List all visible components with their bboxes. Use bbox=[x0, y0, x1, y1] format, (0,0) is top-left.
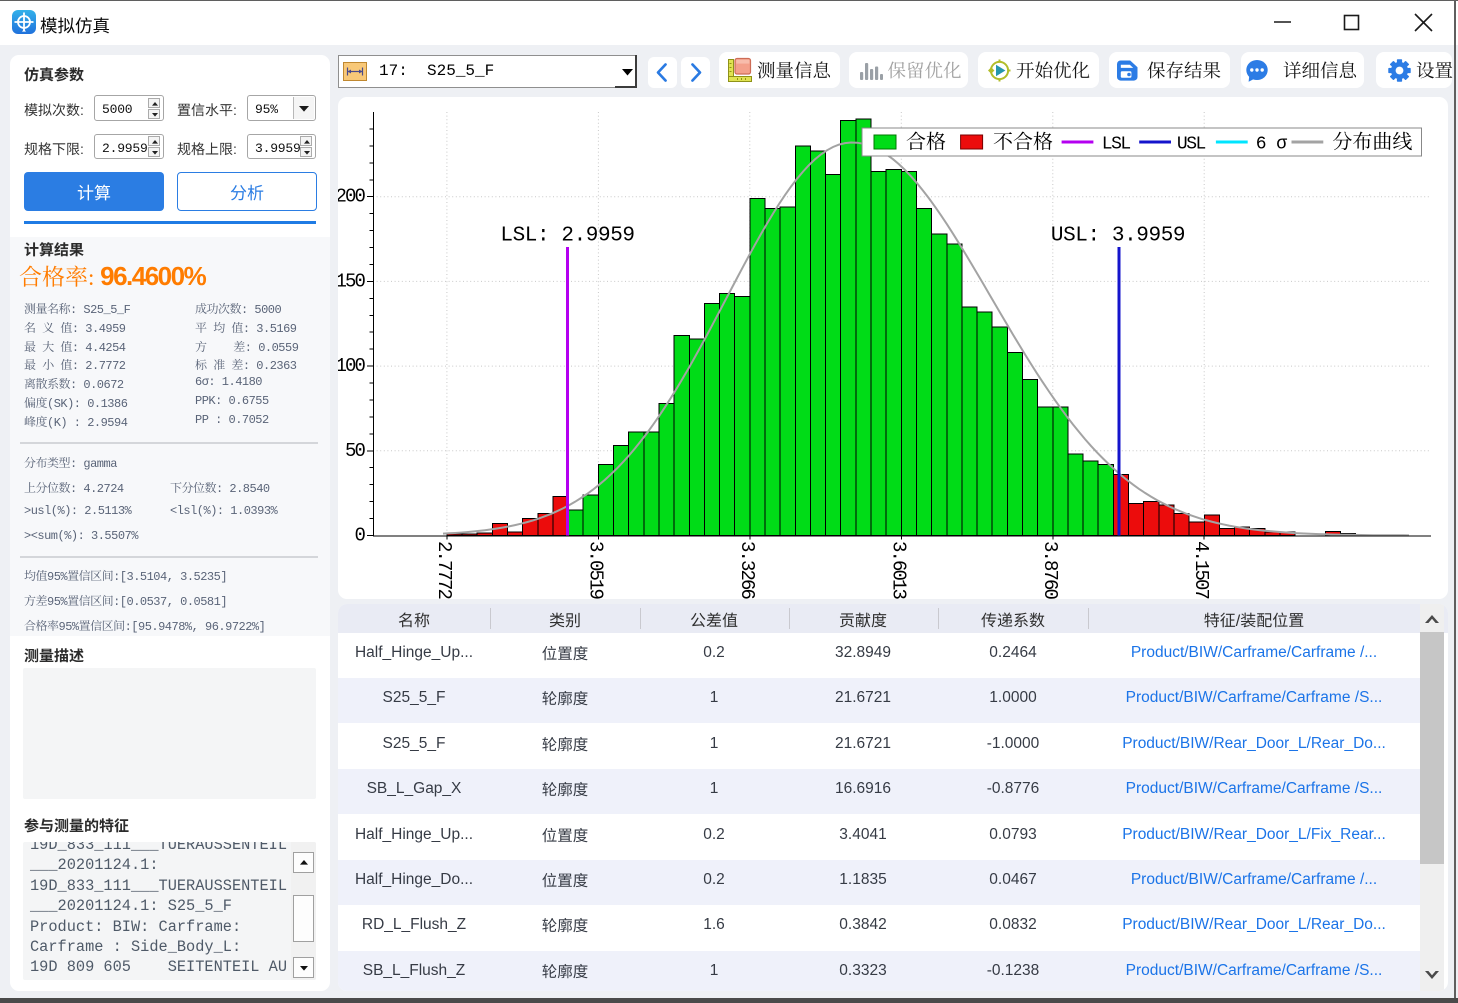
svg-text:LSL: LSL bbox=[1102, 135, 1131, 155]
svg-text:LSL: 2.9959: LSL: 2.9959 bbox=[500, 225, 634, 248]
svg-text:50: 50 bbox=[345, 440, 366, 462]
svg-text:USL: USL bbox=[1177, 135, 1206, 155]
svg-text:USL: 3.9959: USL: 3.9959 bbox=[1051, 225, 1185, 248]
svg-text:6 σ: 6 σ bbox=[1256, 135, 1288, 155]
svg-text:200: 200 bbox=[338, 186, 365, 208]
svg-text:3.3266: 3.3266 bbox=[736, 541, 758, 599]
svg-text:3.8760: 3.8760 bbox=[1039, 541, 1061, 599]
svg-text:不合格: 不合格 bbox=[993, 132, 1053, 156]
svg-text:2.7772: 2.7772 bbox=[433, 541, 455, 599]
svg-text:100: 100 bbox=[338, 355, 365, 377]
svg-text:3.6013: 3.6013 bbox=[887, 541, 909, 599]
svg-text:4.1507: 4.1507 bbox=[1190, 541, 1212, 599]
svg-text:3.0519: 3.0519 bbox=[584, 541, 606, 599]
svg-text:150: 150 bbox=[338, 270, 365, 292]
svg-text:分布曲线: 分布曲线 bbox=[1332, 132, 1412, 156]
svg-text:合格: 合格 bbox=[906, 132, 946, 156]
svg-text:0: 0 bbox=[354, 525, 365, 547]
